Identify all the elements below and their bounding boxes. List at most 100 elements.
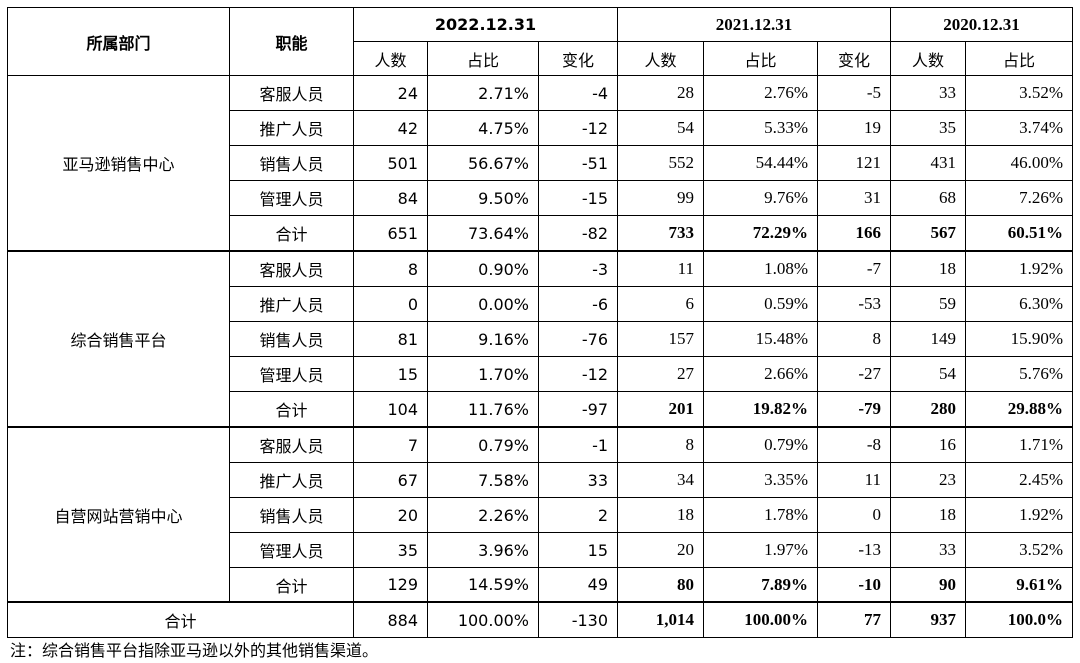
table-cell: -4	[537, 75, 619, 111]
subtotal-row: 合计 651 73.64% -82 733 72.29% 166 567 60.51%	[8, 215, 1074, 252]
table-cell: 59	[890, 286, 967, 322]
table-cell: 31	[817, 180, 892, 216]
subheader-people: 人数	[617, 41, 705, 76]
table-cell: 3.96%	[427, 532, 539, 568]
table-cell: 1.92%	[965, 250, 1074, 287]
table-cell: 280	[890, 391, 967, 428]
table-cell: 77	[817, 601, 892, 638]
table-cell: -76	[537, 321, 619, 357]
table-cell: -5	[817, 75, 892, 111]
table-cell: -130	[537, 601, 619, 638]
table-cell: 16	[890, 426, 967, 463]
table-cell: 15	[353, 356, 428, 392]
table-cell: 0.00%	[427, 286, 539, 322]
table-cell: -8	[817, 426, 892, 463]
table-cell: 1.08%	[703, 250, 819, 287]
table-row: 管理人员 35 3.96% 15 20 1.97% -13 33 3.52%	[8, 532, 1074, 568]
table-cell: 11	[617, 250, 705, 287]
table-cell: -12	[537, 356, 619, 392]
table-cell: 2.45%	[965, 462, 1074, 498]
role-cell: 管理人员	[229, 532, 354, 568]
table-cell: 567	[890, 215, 967, 252]
table-cell: 46.00%	[965, 145, 1074, 181]
table-cell: 4.75%	[427, 110, 539, 146]
table-cell: 0.79%	[427, 426, 539, 463]
table-cell: 9.76%	[703, 180, 819, 216]
table-row: 亚马逊销售中心 客服人员 24 2.71% -4 28 2.76% -5 33 3.52%	[7, 75, 1074, 252]
subheader-ratio: 占比	[703, 41, 819, 76]
table-cell: 8	[617, 426, 705, 463]
header-period-2020: 2020.12.31	[890, 7, 1074, 42]
role-cell: 合计	[229, 215, 354, 252]
table-cell: 54.44%	[703, 145, 819, 181]
table-cell: 6.30%	[965, 286, 1074, 322]
table-cell: 1.71%	[965, 426, 1074, 463]
table-cell: 19.82%	[703, 391, 819, 428]
table-cell: 56.67%	[427, 145, 539, 181]
table-cell: 18	[890, 497, 967, 533]
table-cell: 2.26%	[427, 497, 539, 533]
table-cell: 552	[617, 145, 705, 181]
role-cell: 合计	[229, 391, 354, 428]
table-cell: -10	[817, 567, 892, 603]
role-cell: 合计	[229, 567, 354, 603]
table-row: 销售人员 81 9.16% -76 157 15.48% 8 149 15.90%	[8, 321, 1074, 357]
table-cell: -51	[537, 145, 619, 181]
table-cell: 0	[817, 497, 892, 533]
table-cell: 1.70%	[427, 356, 539, 392]
table-cell: 8	[353, 250, 428, 287]
table-cell: 0.59%	[703, 286, 819, 322]
table-cell: 2.71%	[427, 75, 539, 111]
table-cell: 11	[817, 462, 892, 498]
table-cell: 8	[817, 321, 892, 357]
table-cell: 7	[353, 426, 428, 463]
table-cell: 2.66%	[703, 356, 819, 392]
table-cell: 0.90%	[427, 250, 539, 287]
table-cell: 19	[817, 110, 892, 146]
table-cell: 2.76%	[703, 75, 819, 111]
table-cell: 3.35%	[703, 462, 819, 498]
table-cell: 33	[890, 75, 967, 111]
table-cell: 68	[890, 180, 967, 216]
table-cell: -12	[537, 110, 619, 146]
table-cell: 49	[537, 567, 619, 603]
table-cell: 3.52%	[965, 532, 1074, 568]
role-cell: 销售人员	[229, 497, 354, 533]
table-cell: -7	[817, 250, 892, 287]
table-cell: -13	[817, 532, 892, 568]
header-period-2021: 2021.12.31	[617, 7, 892, 42]
role-cell: 客服人员	[229, 426, 354, 463]
grand-total-row: 合计 884 100.00% -130 1,014 100.00% 77 937…	[7, 601, 1074, 638]
table-cell: -6	[537, 286, 619, 322]
table-cell: 33	[890, 532, 967, 568]
table-row: 推广人员 42 4.75% -12 54 5.33% 19 35 3.74%	[8, 110, 1074, 146]
role-cell: 客服人员	[229, 75, 354, 111]
table-cell: 20	[617, 532, 705, 568]
footnote: 注：综合销售平台指除亚马逊以外的其他销售渠道。	[10, 641, 379, 660]
table-row: 自营网站营销中心 客服人员 7 0.79% -1 8 0.79% -8 16 1.71%	[7, 426, 1074, 603]
table-cell: 11.76%	[427, 391, 539, 428]
table-cell: 24	[353, 75, 428, 111]
role-cell: 管理人员	[229, 180, 354, 216]
subheader-change: 变化	[817, 41, 892, 76]
table-cell: 733	[617, 215, 705, 252]
table-cell: 149	[890, 321, 967, 357]
dept-name-cell: 自营网站营销中心	[7, 426, 230, 603]
table-row: 推广人员 0 0.00% -6 6 0.59% -53 59 6.30%	[8, 286, 1074, 322]
table-cell: 42	[353, 110, 428, 146]
table-cell: 54	[890, 356, 967, 392]
table-cell: 54	[617, 110, 705, 146]
table-body: 亚马逊销售中心 客服人员 24 2.71% -4 28 2.76% -5 33 3.52% 推广人员…	[7, 75, 1074, 603]
table-cell: 60.51%	[965, 215, 1074, 252]
subheader-change: 变化	[537, 41, 619, 76]
table-cell: 1,014	[617, 601, 705, 638]
table-cell: 0.79%	[703, 426, 819, 463]
role-cell: 客服人员	[229, 250, 354, 287]
table-cell: 100.00%	[427, 601, 539, 638]
table-cell: 1.97%	[703, 532, 819, 568]
table-cell: 501	[353, 145, 428, 181]
table-cell: 201	[617, 391, 705, 428]
table-cell: -3	[537, 250, 619, 287]
table-row: 综合销售平台 客服人员 8 0.90% -3 11 1.08% -7 18 1.92%	[7, 250, 1074, 428]
table-cell: 27	[617, 356, 705, 392]
